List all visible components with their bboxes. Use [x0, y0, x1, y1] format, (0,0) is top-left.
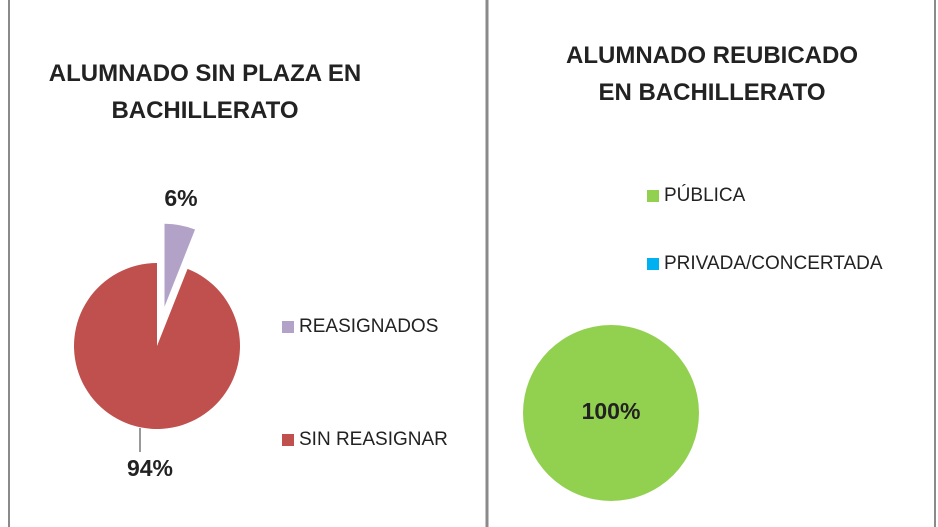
- pie-slice: [73, 263, 240, 429]
- data-label: 100%: [582, 398, 641, 424]
- chart-title: ALUMNADO SIN PLAZA EN BACHILLERATO: [49, 60, 361, 124]
- legend-swatch: [282, 434, 294, 446]
- data-label: 94%: [127, 455, 173, 481]
- chart-title: ALUMNADO REUBICADO EN BACHILLERATO: [566, 42, 858, 106]
- legend-label: PÚBLICA: [664, 184, 746, 206]
- data-label: 6%: [164, 185, 197, 211]
- legend-label: REASIGNADOS: [299, 316, 438, 337]
- legend-swatch: [647, 258, 659, 270]
- legend-label: SIN REASIGNAR: [299, 429, 448, 450]
- pie-slice: [523, 325, 699, 501]
- pie-slice: [164, 223, 196, 307]
- legend-swatch: [282, 321, 294, 333]
- legend-label: PRIVADA/CONCERTADA: [664, 253, 883, 274]
- legend-swatch: [647, 190, 659, 202]
